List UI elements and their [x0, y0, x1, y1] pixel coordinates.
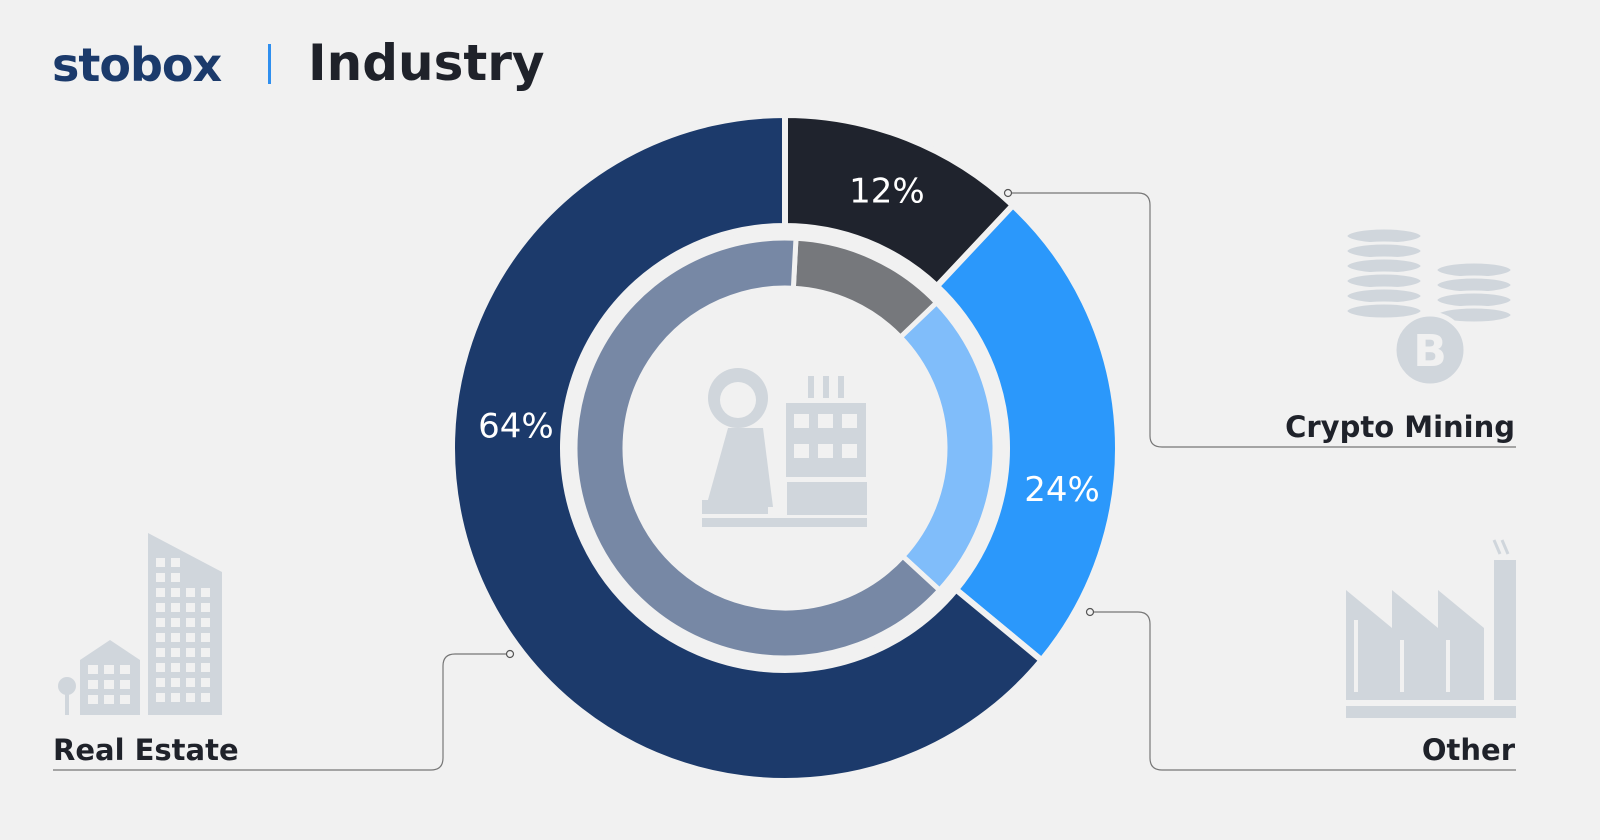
window — [171, 588, 180, 597]
window — [171, 693, 180, 702]
window — [156, 693, 165, 702]
label-real-estate: Real Estate — [53, 733, 239, 767]
value-label: 24% — [1024, 470, 1100, 510]
inner-ring — [572, 235, 998, 661]
label-other: Other — [1421, 733, 1515, 767]
window — [156, 678, 165, 687]
window — [171, 618, 180, 627]
window — [201, 618, 210, 627]
window — [201, 648, 210, 657]
window — [201, 603, 210, 612]
window — [156, 603, 165, 612]
window — [186, 678, 195, 687]
value-label: 12% — [849, 171, 925, 211]
connector-crypto-mining — [1008, 192, 1516, 448]
connectors — [53, 192, 1516, 771]
industry-icon — [702, 368, 867, 527]
window — [120, 665, 130, 674]
connector-other — [1090, 611, 1516, 771]
value-labels: 12% 24% 64% — [478, 171, 1100, 509]
window — [156, 558, 165, 567]
window — [171, 663, 180, 672]
window — [201, 633, 210, 642]
coins-bitcoin-icon: B — [1344, 226, 1514, 389]
connector-real-estate — [53, 653, 510, 771]
window — [88, 665, 98, 674]
connector-dot — [1085, 607, 1095, 617]
window — [104, 680, 114, 689]
coin — [1344, 301, 1424, 321]
value-label: 64% — [478, 406, 554, 446]
window — [88, 680, 98, 689]
page-title: Industry — [308, 34, 545, 92]
window — [171, 678, 180, 687]
label-crypto-mining: Crypto Mining — [1285, 410, 1515, 444]
window — [104, 695, 114, 704]
window — [186, 693, 195, 702]
window — [171, 633, 180, 642]
window — [171, 603, 180, 612]
window — [156, 648, 165, 657]
window — [120, 680, 130, 689]
window — [186, 588, 195, 597]
window — [186, 663, 195, 672]
slice-real-estate — [449, 111, 1046, 784]
window — [186, 633, 195, 642]
window — [201, 693, 210, 702]
connector-dot — [505, 649, 515, 659]
outer-ring — [449, 111, 1121, 784]
divider — [268, 44, 271, 84]
svg-text:B: B — [1413, 326, 1447, 377]
factory-icon — [1346, 539, 1516, 718]
window — [156, 588, 165, 597]
window — [201, 678, 210, 687]
window — [186, 618, 195, 627]
window — [120, 695, 130, 704]
window — [156, 663, 165, 672]
inner-slice-real-estate — [572, 235, 944, 661]
window — [201, 588, 210, 597]
connector-dot — [1003, 188, 1013, 198]
window — [88, 695, 98, 704]
slice-other — [932, 201, 1121, 665]
window — [171, 558, 180, 567]
window — [171, 648, 180, 657]
window — [156, 618, 165, 627]
window — [201, 663, 210, 672]
window — [186, 603, 195, 612]
stobox-logo: stobox — [52, 38, 222, 92]
window — [156, 633, 165, 642]
window — [156, 573, 165, 582]
buildings-icon — [58, 533, 222, 715]
window — [171, 573, 180, 582]
window — [104, 665, 114, 674]
window — [186, 648, 195, 657]
